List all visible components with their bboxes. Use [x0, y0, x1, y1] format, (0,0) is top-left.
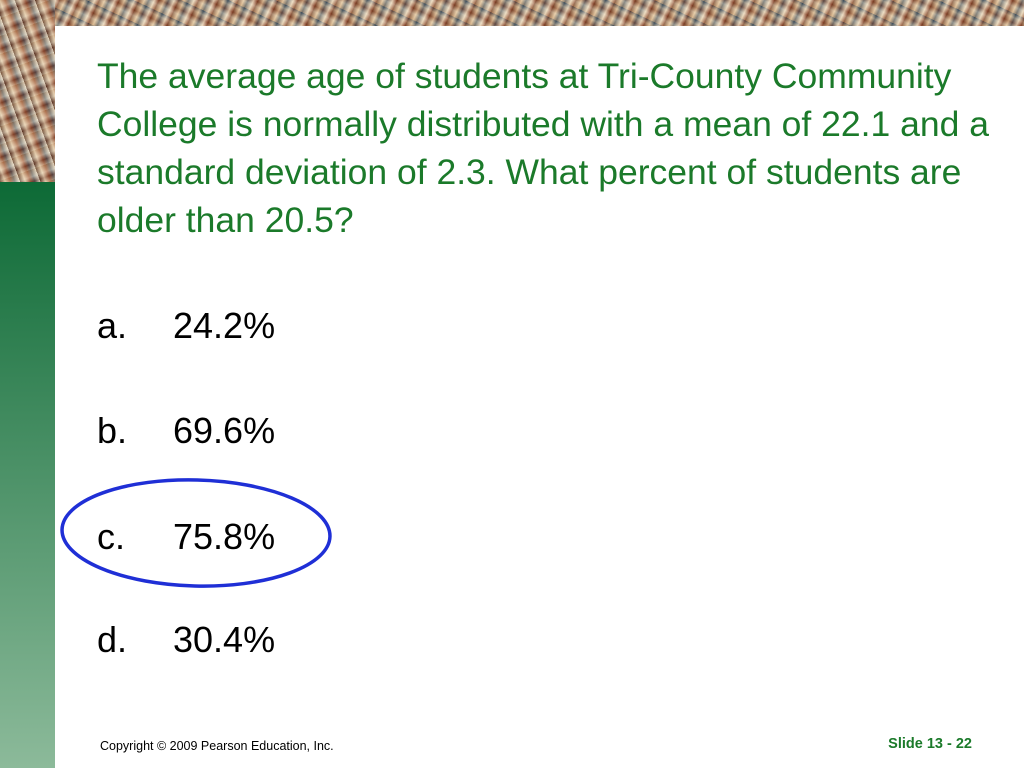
copyright-text: Copyright © 2009 Pearson Education, Inc.	[100, 739, 334, 753]
option-value: 24.2%	[173, 305, 276, 346]
marbled-paper-decoration-corner	[0, 0, 55, 182]
side-gradient-bar	[0, 182, 55, 768]
option-letter: a.	[97, 305, 128, 346]
option-value: 69.6%	[173, 410, 276, 451]
option-value: 75.8%	[173, 516, 276, 557]
marbled-paper-decoration-top	[0, 0, 1024, 26]
option-value: 30.4%	[173, 619, 276, 660]
slide-content-panel	[55, 26, 1024, 768]
option-letter: b.	[97, 410, 128, 451]
option-letter: d.	[97, 619, 128, 660]
question-text: The average age of students at Tri-Count…	[97, 56, 989, 240]
option-letter: c.	[97, 516, 126, 557]
slide-number: Slide 13 - 22	[888, 736, 972, 752]
